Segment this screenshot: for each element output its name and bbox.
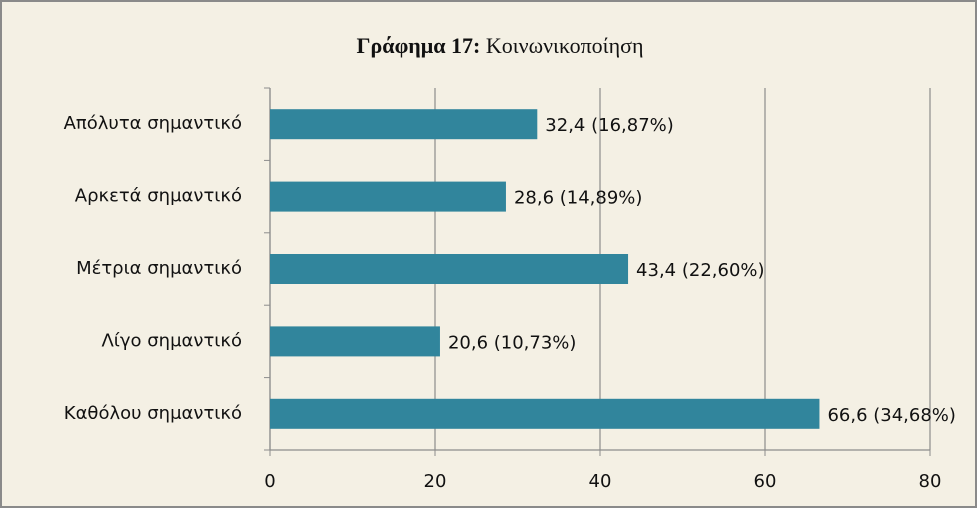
bar: [270, 398, 820, 429]
y-tick-label: Αρκετά σημαντικό: [75, 186, 242, 207]
title-prefix: Γράφημα 17:: [357, 33, 481, 58]
bar: [270, 326, 440, 357]
value-label: 32,4 (16,87%): [545, 115, 673, 136]
bar: [270, 109, 538, 140]
y-tick-label: Λίγο σημαντικό: [101, 330, 242, 351]
x-tick-label: 60: [754, 471, 777, 492]
bar: [270, 254, 629, 284]
value-label: 66,6 (34,68%): [827, 405, 955, 426]
x-tick-label: 0: [264, 471, 275, 492]
bar: [270, 181, 506, 212]
value-label: 20,6 (10,73%): [448, 332, 576, 353]
value-label: 28,6 (14,89%): [514, 188, 642, 209]
y-tick-label: Μέτρια σημαντικό: [76, 258, 242, 279]
x-tick-label: 80: [919, 471, 942, 492]
x-tick-label: 40: [589, 471, 612, 492]
title-text: Κοινωνικοποίηση: [486, 33, 644, 58]
y-tick-label: Καθόλου σημαντικό: [64, 403, 242, 424]
x-tick-label: 20: [424, 471, 447, 492]
value-label: 43,4 (22,60%): [636, 260, 764, 281]
y-tick-label: Απόλυτα σημαντικό: [64, 113, 242, 134]
chart-title: Γράφημα 17: Κοινωνικοποίηση: [357, 33, 644, 58]
